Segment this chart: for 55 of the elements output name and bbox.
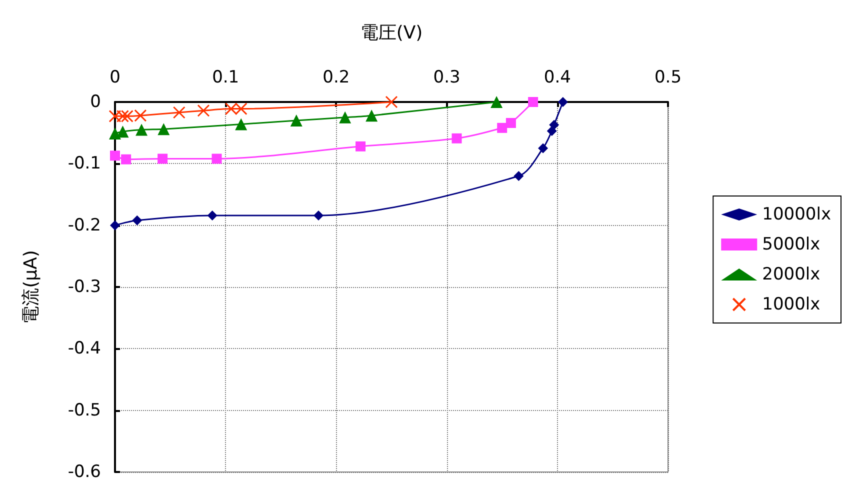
point bbox=[158, 123, 170, 136]
x-tick-label: 0.3 bbox=[433, 68, 460, 88]
point bbox=[110, 220, 120, 230]
y-tick-label: -0.1 bbox=[68, 154, 101, 174]
y-axis-title: 電流(μA) bbox=[20, 250, 42, 324]
point bbox=[121, 154, 132, 164]
y-tick-label: -0.5 bbox=[68, 400, 101, 420]
point bbox=[546, 126, 557, 136]
point bbox=[116, 126, 129, 138]
legend-label: 1000lx bbox=[762, 294, 820, 314]
legend-label: 10000lx bbox=[762, 204, 832, 224]
point bbox=[132, 215, 142, 226]
y-tick-label: -0.4 bbox=[68, 338, 101, 359]
point bbox=[109, 127, 121, 140]
point bbox=[514, 171, 524, 181]
y-tick-label: -0.2 bbox=[68, 215, 101, 236]
legend-label: 5000lx bbox=[762, 234, 820, 254]
point bbox=[234, 102, 248, 116]
point bbox=[452, 133, 462, 144]
legend-label: 2000lx bbox=[762, 264, 820, 284]
point bbox=[212, 154, 222, 164]
y-tick-label: 0 bbox=[90, 92, 101, 112]
point bbox=[197, 104, 210, 117]
point bbox=[134, 109, 147, 122]
point bbox=[356, 141, 366, 152]
x-axis-title: 電圧(V) bbox=[360, 22, 423, 44]
point bbox=[497, 122, 508, 133]
point bbox=[158, 154, 168, 164]
point bbox=[116, 110, 129, 122]
point bbox=[528, 97, 538, 107]
point bbox=[558, 97, 568, 107]
point bbox=[490, 96, 503, 108]
point bbox=[136, 124, 148, 136]
x-tick-label: 0 bbox=[110, 68, 120, 88]
point bbox=[314, 210, 324, 220]
point bbox=[235, 118, 248, 130]
point bbox=[538, 143, 548, 154]
point bbox=[290, 114, 302, 126]
x-tick-label: 0.1 bbox=[212, 68, 240, 88]
point bbox=[385, 96, 398, 108]
point bbox=[549, 120, 560, 130]
point bbox=[506, 118, 516, 128]
point bbox=[366, 110, 378, 122]
point bbox=[207, 210, 218, 220]
y-tick-label: -0.3 bbox=[68, 277, 101, 297]
x-tick-label: 0.4 bbox=[544, 68, 571, 88]
point bbox=[110, 150, 120, 161]
x-tick-label: 0.5 bbox=[654, 68, 682, 88]
point bbox=[108, 110, 122, 122]
point bbox=[172, 106, 186, 119]
y-tick-label: -0.6 bbox=[68, 462, 101, 482]
point bbox=[120, 110, 134, 122]
point bbox=[339, 111, 352, 124]
x-tick-label: 0.2 bbox=[322, 68, 350, 88]
point bbox=[224, 102, 238, 116]
